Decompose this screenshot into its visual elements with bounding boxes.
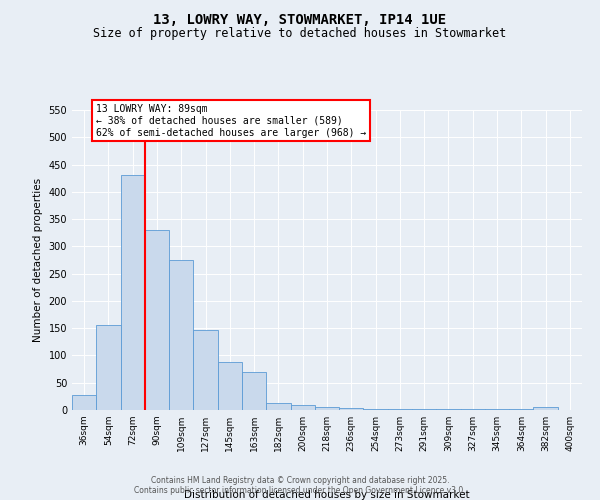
X-axis label: Distribution of detached houses by size in Stowmarket: Distribution of detached houses by size … xyxy=(184,490,470,500)
Text: 13, LOWRY WAY, STOWMARKET, IP14 1UE: 13, LOWRY WAY, STOWMARKET, IP14 1UE xyxy=(154,12,446,26)
Bar xyxy=(121,176,145,410)
Bar xyxy=(218,362,242,410)
Y-axis label: Number of detached properties: Number of detached properties xyxy=(33,178,43,342)
Bar xyxy=(242,372,266,410)
Bar xyxy=(290,404,315,410)
Bar xyxy=(339,408,364,410)
Bar xyxy=(266,404,290,410)
Bar xyxy=(72,396,96,410)
Bar xyxy=(169,260,193,410)
Text: Contains public sector information licensed under the Open Government Licence v3: Contains public sector information licen… xyxy=(134,486,466,495)
Bar xyxy=(145,230,169,410)
Text: 13 LOWRY WAY: 89sqm
← 38% of detached houses are smaller (589)
62% of semi-detac: 13 LOWRY WAY: 89sqm ← 38% of detached ho… xyxy=(96,104,367,138)
Bar xyxy=(193,330,218,410)
Bar xyxy=(315,408,339,410)
Bar xyxy=(96,326,121,410)
Text: Contains HM Land Registry data © Crown copyright and database right 2025.: Contains HM Land Registry data © Crown c… xyxy=(151,476,449,485)
Text: Size of property relative to detached houses in Stowmarket: Size of property relative to detached ho… xyxy=(94,28,506,40)
Bar xyxy=(364,409,388,410)
Bar xyxy=(533,408,558,410)
